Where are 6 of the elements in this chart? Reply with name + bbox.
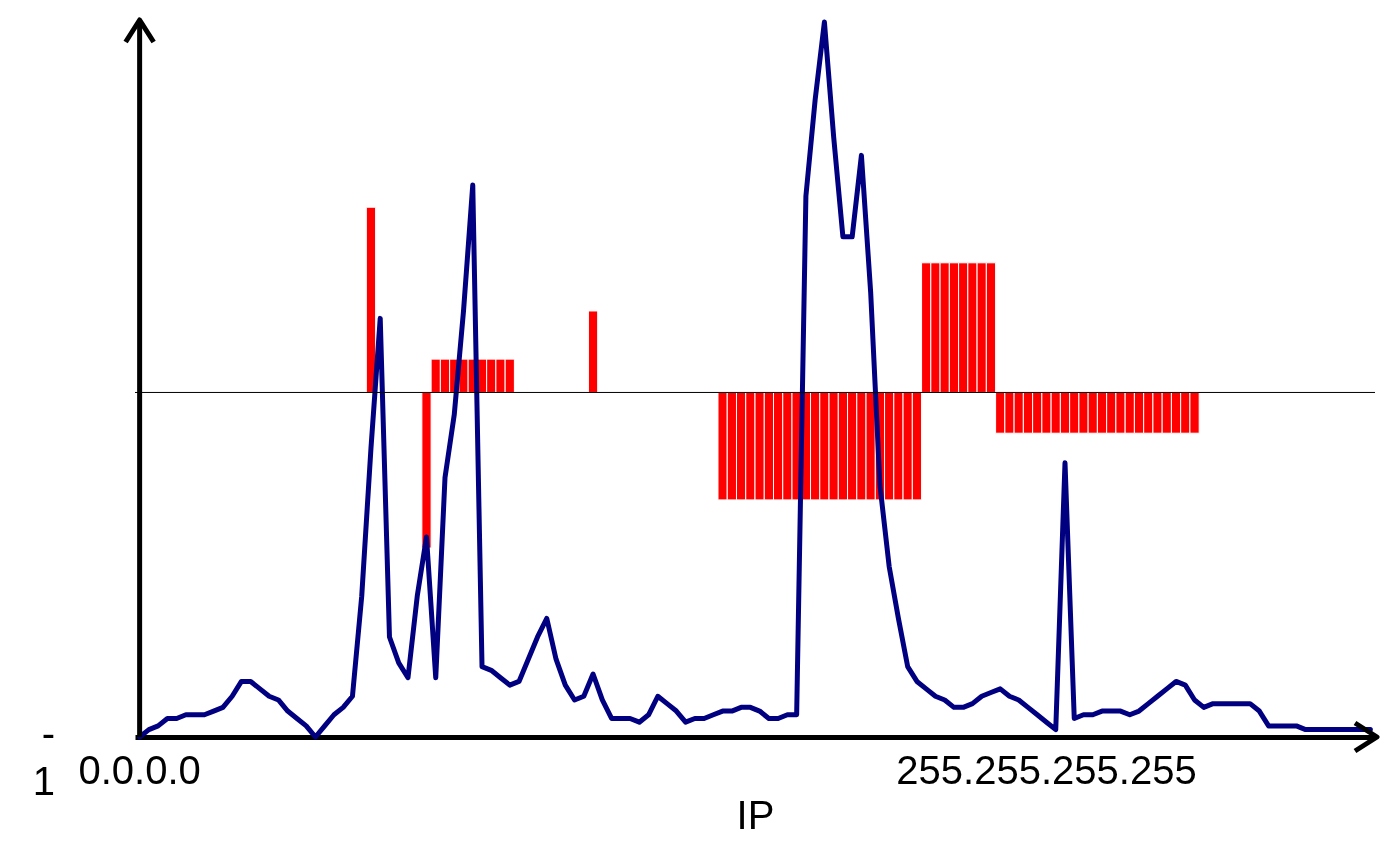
x-axis-title: IP	[736, 792, 775, 837]
x-tick-label: 255.255.255.255	[896, 747, 1197, 792]
bar	[587, 310, 599, 393]
bar	[365, 206, 377, 393]
x-tick-label: 0.0.0.0	[78, 747, 201, 792]
text: -1	[32, 711, 55, 803]
